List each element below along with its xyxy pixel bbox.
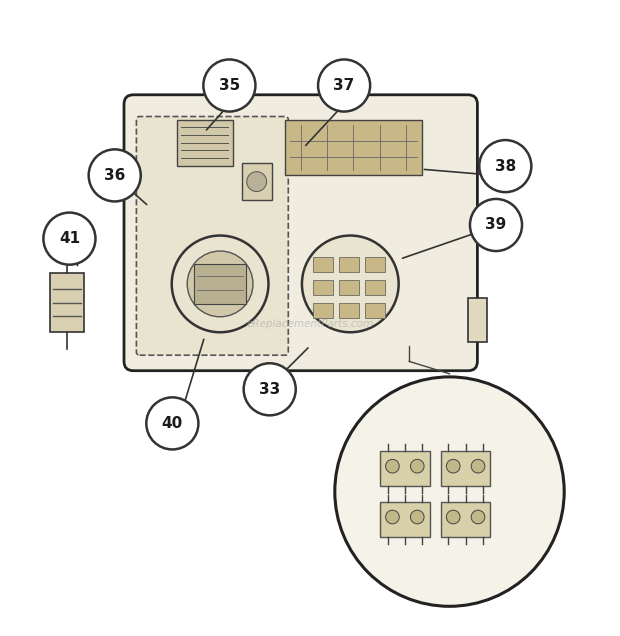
Circle shape [302,235,399,332]
Bar [365,303,385,318]
Bar [365,280,385,295]
Circle shape [187,251,253,317]
FancyBboxPatch shape [124,95,477,371]
Text: 33: 33 [259,382,280,397]
Circle shape [410,459,424,473]
Circle shape [247,172,267,191]
Circle shape [89,149,141,202]
FancyBboxPatch shape [136,116,288,355]
Circle shape [470,199,522,251]
Circle shape [386,510,399,524]
Text: 40: 40 [162,416,183,431]
Bar [313,280,333,295]
Text: 37: 37 [334,78,355,93]
Text: eReplacementParts.com: eReplacementParts.com [246,319,374,329]
Text: 35: 35 [219,78,240,93]
Bar [194,264,246,304]
Bar [339,280,359,295]
Circle shape [318,59,370,111]
Circle shape [244,363,296,415]
Bar [468,298,487,342]
Circle shape [479,140,531,192]
Bar [441,452,490,486]
Text: 39: 39 [485,218,507,233]
Circle shape [471,459,485,473]
Circle shape [471,510,485,524]
Bar [339,257,359,272]
Bar [380,502,430,537]
Text: 41: 41 [59,231,80,246]
Circle shape [146,398,198,450]
Bar [313,303,333,318]
Bar [177,120,232,166]
Bar [380,452,430,486]
Bar [365,257,385,272]
Circle shape [172,235,268,332]
Bar [441,502,490,537]
Text: 36: 36 [104,168,125,183]
Circle shape [43,212,95,265]
Bar [242,163,272,200]
Circle shape [203,59,255,111]
Circle shape [446,459,460,473]
Circle shape [335,377,564,606]
Bar [313,257,333,272]
Circle shape [386,459,399,473]
Circle shape [446,510,460,524]
Circle shape [410,510,424,524]
Bar [339,303,359,318]
Bar [50,273,84,332]
Bar [285,120,422,176]
Text: 38: 38 [495,158,516,174]
